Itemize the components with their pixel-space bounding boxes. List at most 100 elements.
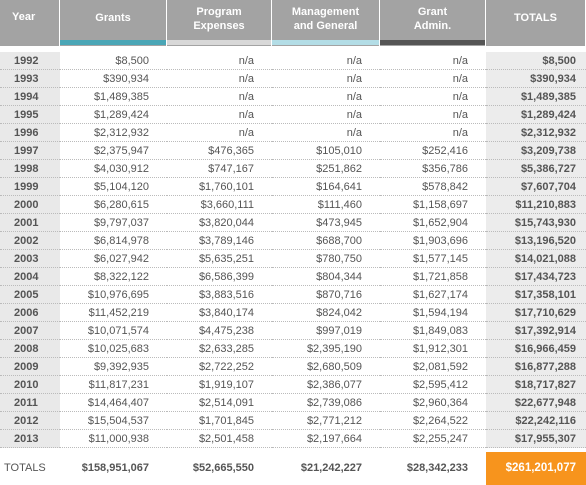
cell-text: $390,934 [103,73,149,85]
cell-text: $4,475,238 [198,325,254,337]
value-cell: $3,883,516 [167,286,272,304]
cell-text: $111,460 [317,199,362,211]
cell-text: $824,042 [316,307,362,319]
value-cell: $105,010 [272,142,380,160]
value-cell: $7,607,704 [486,178,586,196]
value-cell: $578,842 [380,178,486,196]
cell-text: $9,797,037 [93,217,149,229]
value-cell: $15,743,930 [486,214,586,232]
cell-text: $2,960,364 [412,397,468,409]
value-cell: $10,025,683 [60,340,167,358]
value-cell: $2,595,412 [380,376,486,394]
value-cell: $8,322,122 [60,268,167,286]
cell-text: Admin. [413,20,452,32]
cell-text: $22,242,116 [515,415,576,427]
value-cell: $3,660,111 [167,196,272,214]
value-cell: $2,264,522 [380,412,486,430]
cell-text: 1992 [14,55,39,67]
cell-text: $3,883,516 [198,289,254,301]
header-cell: Program Expenses [167,0,272,46]
value-cell: $390,934 [486,70,586,88]
cell-text: $2,395,190 [306,343,362,355]
cell-text: $8,500 [542,55,576,67]
cell-text: 2011 [14,397,38,409]
cell-text: n/a [452,127,468,139]
year-cell: 1993 [0,70,60,88]
cell-text: $2,595,412 [412,379,468,391]
cell-text: $2,375,947 [93,145,149,157]
cell-text: $2,264,522 [412,415,468,427]
year-cell: 1999 [0,178,60,196]
value-cell: $1,289,424 [60,106,167,124]
cell-text: TOTALS [514,12,557,24]
value-cell: $22,677,948 [486,394,586,412]
year-cell: 2005 [0,286,60,304]
value-cell: $6,586,399 [167,268,272,286]
cell-text: $251,862 [316,163,362,175]
cell-text: $2,255,247 [412,433,468,445]
cell-text: $8,500 [115,55,149,67]
cell-text: $476,365 [208,145,254,157]
value-cell: $1,903,696 [380,232,486,250]
cell-text: $780,750 [316,253,362,265]
cell-text: $3,789,146 [198,235,254,247]
header-cell: Year [0,0,60,46]
value-cell: $997,019 [272,322,380,340]
cell-text: $9,392,935 [93,361,149,373]
cell-text: $11,452,219 [88,307,149,319]
cell-text: 2007 [14,325,39,337]
cell-text: $10,071,574 [87,325,149,337]
value-cell: $16,877,288 [486,358,586,376]
value-cell: $8,500 [486,52,586,70]
cell-text: $4,030,912 [93,163,149,175]
value-cell: $11,210,883 [486,196,586,214]
year-cell: 1997 [0,142,60,160]
value-cell: $17,358,101 [486,286,586,304]
year-cell: 2000 [0,196,60,214]
value-cell: $747,167 [167,160,272,178]
value-cell: $1,594,194 [380,304,486,322]
value-cell: $11,000,938 [60,430,167,448]
value-cell: $780,750 [272,250,380,268]
value-cell: $22,242,116 [486,412,586,430]
value-cell: $3,789,146 [167,232,272,250]
header-accent-bar [380,40,485,45]
cell-text: $3,840,174 [198,307,254,319]
value-cell: $9,797,037 [60,214,167,232]
value-cell: n/a [380,70,486,88]
value-cell: $6,027,942 [60,250,167,268]
cell-text: $6,814,978 [93,235,149,247]
cell-text: $158,951,067 [81,462,149,474]
cell-text: $356,786 [422,163,468,175]
year-cell: 1995 [0,106,60,124]
cell-text: $1,489,385 [93,91,149,103]
value-cell: $824,042 [272,304,380,322]
value-cell: $2,739,086 [272,394,380,412]
cell-text: $2,501,458 [198,433,254,445]
year-cell: 2013 [0,430,60,448]
cell-text: $473,945 [316,217,362,229]
value-cell: $1,760,101 [167,178,272,196]
value-cell: $14,021,088 [486,250,586,268]
year-cell: 2004 [0,268,60,286]
cell-text: $28,342,233 [406,462,468,474]
cell-text: $1,289,424 [520,109,576,121]
value-cell: $17,710,629 [486,304,586,322]
value-cell: $5,386,727 [486,160,586,178]
cell-text: $18,717,827 [514,379,576,391]
value-cell: $1,912,301 [380,340,486,358]
cell-text: $5,386,727 [520,163,576,175]
value-cell: n/a [380,124,486,142]
value-cell: $8,500 [60,52,167,70]
cell-text: $1,289,424 [93,109,149,121]
value-cell: n/a [167,124,272,142]
cell-text: Year [12,11,36,23]
cell-text: $17,955,307 [514,433,576,445]
year-cell: 2003 [0,250,60,268]
cell-text: Grant [417,6,448,18]
cell-text: $15,504,537 [87,415,149,427]
cell-text: $2,739,086 [306,397,362,409]
cell-text: $2,312,932 [93,127,149,139]
cell-text: $5,635,251 [198,253,254,265]
value-cell: n/a [167,52,272,70]
